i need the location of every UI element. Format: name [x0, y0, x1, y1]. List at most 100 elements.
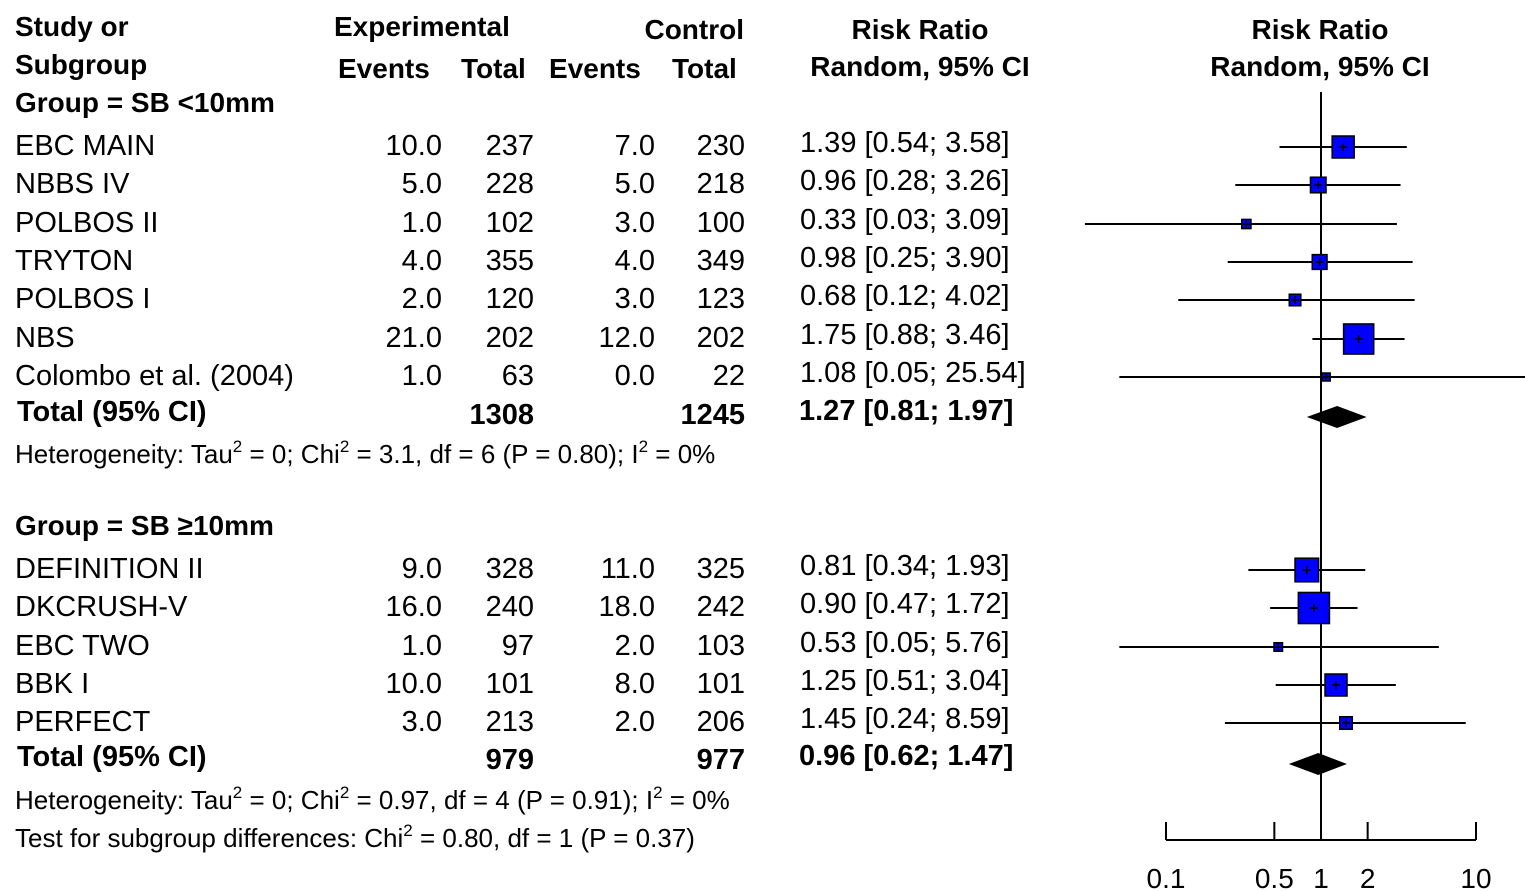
study-name: NBS: [15, 322, 75, 354]
study-rr: 0.33 [0.03; 3.09]: [800, 204, 1010, 236]
ctrl-total: 230: [696, 130, 745, 162]
ctrl-events: 0.0: [614, 360, 655, 392]
ctrl-total: 349: [696, 245, 745, 277]
study-rr: 0.98 [0.25; 3.90]: [800, 242, 1010, 274]
exp-events: 4.0: [401, 245, 442, 277]
ctrl-events: 18.0: [598, 591, 655, 623]
study-name: DEFINITION II: [15, 553, 204, 585]
header-total-ctrl: Total: [672, 53, 737, 84]
exp-total: 63: [501, 360, 534, 392]
ctrl-events: 2.0: [614, 630, 655, 662]
exp-total: 120: [485, 283, 534, 315]
study-name: EBC MAIN: [15, 130, 156, 162]
total-rr: 1.27 [0.81; 1.97]: [799, 395, 1014, 427]
exp-events: 1.0: [401, 630, 442, 662]
study-rr: 0.81 [0.34; 1.93]: [800, 550, 1010, 582]
header-events-ctrl: Events: [549, 53, 641, 84]
study-name: DKCRUSH-V: [15, 591, 188, 623]
exp-events: 5.0: [401, 168, 442, 200]
exp-total: 237: [485, 130, 534, 162]
group-label: Group = SB ≥10mm: [15, 510, 274, 541]
study-rr: 0.90 [0.47; 1.72]: [800, 588, 1010, 620]
ctrl-events: 3.0: [614, 283, 655, 315]
ctrl-total: 101: [696, 668, 745, 700]
exp-total: 228: [485, 168, 534, 200]
ctrl-events: 8.0: [614, 668, 655, 700]
study-name: PERFECT: [15, 706, 151, 738]
total-rr: 0.96 [0.62; 1.47]: [799, 740, 1014, 772]
header-study-line2: Subgroup: [15, 49, 148, 80]
x-tick-label: 0.5: [1255, 863, 1294, 891]
ctrl-events: 11.0: [600, 553, 655, 585]
study-name: TRYTON: [15, 245, 134, 277]
heterogeneity-note: Heterogeneity: Tau2 = 0; Chi2 = 0.97, df…: [15, 783, 730, 815]
ctrl-events: 2.0: [614, 706, 655, 738]
total-exp: 1308: [469, 399, 534, 431]
plot-subtitle: Random, 95% CI: [1210, 51, 1430, 82]
total-ctrl: 977: [696, 744, 745, 776]
study-name: BBK I: [15, 668, 90, 700]
total-ctrl: 1245: [680, 399, 745, 431]
ctrl-total: 123: [696, 283, 745, 315]
exp-events: 10.0: [385, 130, 442, 162]
ctrl-total: 103: [696, 630, 745, 662]
exp-events: 16.0: [385, 591, 442, 623]
ctrl-events: 4.0: [614, 245, 655, 277]
subgroup-test-note: Test for subgroup differences: Chi2 = 0.…: [15, 821, 695, 853]
ctrl-total: 100: [696, 207, 745, 239]
ctrl-events: 3.0: [614, 207, 655, 239]
study-rr: 0.53 [0.05; 5.76]: [800, 627, 1010, 659]
study-name: EBC TWO: [15, 630, 150, 662]
header-events-exp: Events: [338, 53, 430, 84]
x-tick-label: 10: [1460, 863, 1491, 891]
study-name: Colombo et al. (2004): [15, 360, 294, 392]
ctrl-events: 12.0: [598, 322, 655, 354]
exp-events: 3.0: [401, 706, 442, 738]
ctrl-events: 5.0: [614, 168, 655, 200]
ctrl-total: 22: [712, 360, 745, 392]
study-rr: 0.68 [0.12; 4.02]: [800, 280, 1010, 312]
ctrl-total: 242: [696, 591, 745, 623]
header-study-line1: Study or: [15, 11, 129, 42]
exp-events: 2.0: [401, 283, 442, 315]
exp-events: 1.0: [401, 207, 442, 239]
study-rr: 1.08 [0.05; 25.54]: [800, 357, 1026, 389]
exp-total: 202: [485, 322, 534, 354]
exp-events: 10.0: [385, 668, 442, 700]
total-label: Total (95% CI): [17, 741, 207, 773]
study-name: POLBOS II: [15, 207, 159, 239]
group-label: Group = SB <10mm: [15, 87, 275, 118]
header-control: Control: [644, 14, 744, 45]
study-rr: 1.75 [0.88; 3.46]: [800, 319, 1010, 351]
ctrl-events: 7.0: [614, 130, 655, 162]
exp-total: 355: [485, 245, 534, 277]
study-rr: 1.39 [0.54; 3.58]: [800, 127, 1010, 159]
study-rr: 1.25 [0.51; 3.04]: [800, 665, 1010, 697]
exp-total: 328: [485, 553, 534, 585]
x-tick-label: 0.1: [1147, 863, 1186, 891]
exp-total: 213: [485, 706, 534, 738]
exp-total: 240: [485, 591, 534, 623]
header-total-exp: Total: [461, 53, 526, 84]
x-tick-label: 1: [1313, 863, 1329, 891]
study-rr: 0.96 [0.28; 3.26]: [800, 165, 1010, 197]
plot-title: Risk Ratio: [1251, 14, 1389, 45]
total-label: Total (95% CI): [17, 396, 207, 428]
exp-total: 102: [485, 207, 534, 239]
x-tick-label: 2: [1360, 863, 1376, 891]
study-name: NBBS IV: [15, 168, 130, 200]
header-rr-sub: Random, 95% CI: [810, 51, 1030, 82]
heterogeneity-note: Heterogeneity: Tau2 = 0; Chi2 = 3.1, df …: [15, 437, 716, 469]
header-rr-title: Risk Ratio: [851, 14, 989, 45]
study-rr: 1.45 [0.24; 8.59]: [800, 703, 1010, 735]
ctrl-total: 218: [696, 168, 745, 200]
exp-events: 1.0: [401, 360, 442, 392]
study-name: POLBOS I: [15, 283, 151, 315]
ctrl-total: 206: [696, 706, 745, 738]
ctrl-total: 202: [696, 322, 745, 354]
ctrl-total: 325: [696, 553, 745, 585]
exp-total: 101: [485, 668, 534, 700]
pooled-diamond: [1306, 406, 1367, 428]
header-experimental: Experimental: [334, 11, 510, 42]
